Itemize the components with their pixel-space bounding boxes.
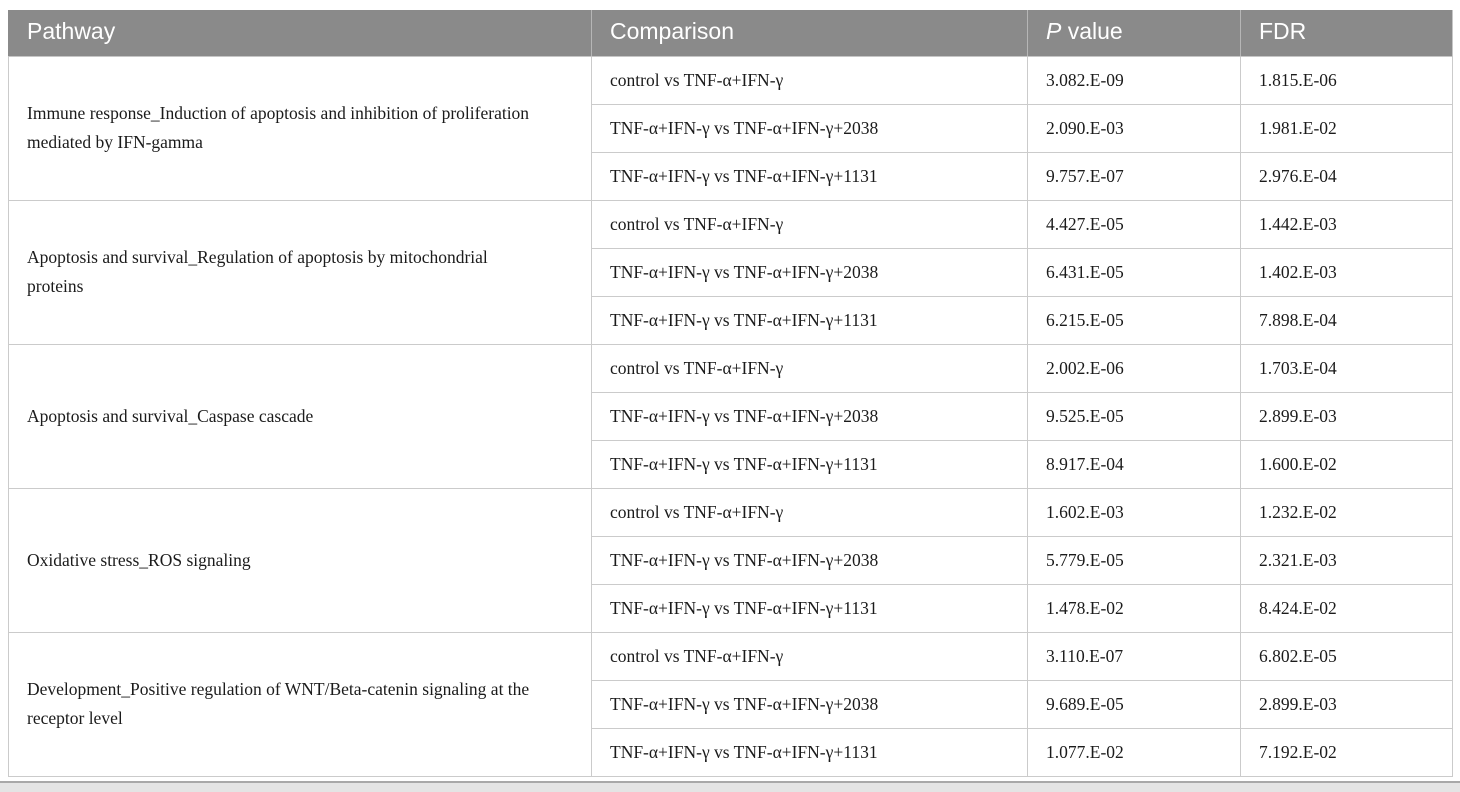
table-row: Oxidative stress_ROS signaling control v…	[8, 487, 1453, 633]
comparison-cell: TNF-α+IFN-γ vs TNF-α+IFN-γ+2038	[591, 679, 1028, 729]
table-row: TNF-α+IFN-γ vs TNF-α+IFN-γ+2038 2.090.E-…	[9, 103, 1453, 153]
p-value-cell: 2.002.E-06	[1027, 343, 1241, 393]
pathway-enrichment-table-wrap: Pathway Comparison P value FDR Immune re…	[8, 10, 1453, 777]
header-p-value-italic: P	[1046, 18, 1062, 45]
comparison-cell: TNF-α+IFN-γ vs TNF-α+IFN-γ+2038	[591, 103, 1028, 153]
fdr-cell: 1.703.E-04	[1240, 343, 1453, 393]
pathway-cell: Immune response_Induction of apoptosis a…	[8, 55, 592, 201]
comparison-cell: TNF-α+IFN-γ vs TNF-α+IFN-γ+2038	[591, 391, 1028, 441]
table-row: TNF-α+IFN-γ vs TNF-α+IFN-γ+2038 9.689.E-…	[9, 679, 1453, 729]
table-body: Immune response_Induction of apoptosis a…	[8, 55, 1453, 777]
fdr-cell: 8.424.E-02	[1240, 583, 1453, 633]
table-row: TNF-α+IFN-γ vs TNF-α+IFN-γ+2038 5.779.E-…	[9, 535, 1453, 585]
comparison-cell: TNF-α+IFN-γ vs TNF-α+IFN-γ+2038	[591, 247, 1028, 297]
p-value-cell: 9.689.E-05	[1027, 679, 1241, 729]
p-value-cell: 6.215.E-05	[1027, 295, 1241, 345]
table-row: Development_Positive regulation of WNT/B…	[8, 631, 1453, 777]
comparison-cell: TNF-α+IFN-γ vs TNF-α+IFN-γ+1131	[591, 439, 1028, 489]
p-value-cell: 9.525.E-05	[1027, 391, 1241, 441]
table-row: TNF-α+IFN-γ vs TNF-α+IFN-γ+2038 9.525.E-…	[9, 391, 1453, 441]
page-bottom-edge	[0, 781, 1460, 792]
comparison-cell: TNF-α+IFN-γ vs TNF-α+IFN-γ+2038	[591, 535, 1028, 585]
fdr-cell: 1.442.E-03	[1240, 199, 1453, 249]
fdr-cell: 2.976.E-04	[1240, 151, 1453, 201]
fdr-cell: 2.321.E-03	[1240, 535, 1453, 585]
comparison-cell: TNF-α+IFN-γ vs TNF-α+IFN-γ+1131	[591, 727, 1028, 777]
header-fdr: FDR	[1240, 10, 1453, 57]
table-row: TNF-α+IFN-γ vs TNF-α+IFN-γ+1131 9.757.E-…	[9, 151, 1453, 201]
fdr-cell: 1.981.E-02	[1240, 103, 1453, 153]
table-row: TNF-α+IFN-γ vs TNF-α+IFN-γ+1131 6.215.E-…	[9, 295, 1453, 345]
pathway-enrichment-table: Pathway Comparison P value FDR Immune re…	[8, 10, 1453, 777]
pathway-cell: Oxidative stress_ROS signaling	[8, 487, 592, 633]
p-value-cell: 9.757.E-07	[1027, 151, 1241, 201]
fdr-cell: 1.600.E-02	[1240, 439, 1453, 489]
comparison-cell: TNF-α+IFN-γ vs TNF-α+IFN-γ+1131	[591, 295, 1028, 345]
fdr-cell: 2.899.E-03	[1240, 391, 1453, 441]
fdr-cell: 1.232.E-02	[1240, 487, 1453, 537]
table-header: Pathway Comparison P value FDR	[8, 10, 1453, 57]
pathway-cell: Apoptosis and survival_Caspase cascade	[8, 343, 592, 489]
pathway-cell: Apoptosis and survival_Regulation of apo…	[8, 199, 592, 345]
table-row: TNF-α+IFN-γ vs TNF-α+IFN-γ+1131 8.917.E-…	[9, 439, 1453, 489]
p-value-cell: 8.917.E-04	[1027, 439, 1241, 489]
p-value-cell: 3.082.E-09	[1027, 55, 1241, 105]
pathway-cell: Development_Positive regulation of WNT/B…	[8, 631, 592, 777]
fdr-cell: 7.192.E-02	[1240, 727, 1453, 777]
fdr-cell: 6.802.E-05	[1240, 631, 1453, 681]
comparison-cell: control vs TNF-α+IFN-γ	[591, 55, 1028, 105]
fdr-cell: 2.899.E-03	[1240, 679, 1453, 729]
p-value-cell: 3.110.E-07	[1027, 631, 1241, 681]
p-value-cell: 1.077.E-02	[1027, 727, 1241, 777]
p-value-cell: 1.478.E-02	[1027, 583, 1241, 633]
p-value-cell: 6.431.E-05	[1027, 247, 1241, 297]
comparison-cell: control vs TNF-α+IFN-γ	[591, 487, 1028, 537]
comparison-cell: TNF-α+IFN-γ vs TNF-α+IFN-γ+1131	[591, 583, 1028, 633]
header-comparison: Comparison	[591, 10, 1028, 57]
table-row: Immune response_Induction of apoptosis a…	[8, 55, 1453, 201]
comparison-cell: control vs TNF-α+IFN-γ	[591, 199, 1028, 249]
comparison-cell: control vs TNF-α+IFN-γ	[591, 343, 1028, 393]
p-value-cell: 5.779.E-05	[1027, 535, 1241, 585]
p-value-cell: 1.602.E-03	[1027, 487, 1241, 537]
p-value-cell: 2.090.E-03	[1027, 103, 1241, 153]
p-value-cell: 4.427.E-05	[1027, 199, 1241, 249]
fdr-cell: 7.898.E-04	[1240, 295, 1453, 345]
header-pathway: Pathway	[8, 10, 592, 57]
table-row: TNF-α+IFN-γ vs TNF-α+IFN-γ+2038 6.431.E-…	[9, 247, 1453, 297]
fdr-cell: 1.402.E-03	[1240, 247, 1453, 297]
comparison-cell: control vs TNF-α+IFN-γ	[591, 631, 1028, 681]
fdr-cell: 1.815.E-06	[1240, 55, 1453, 105]
header-row: Pathway Comparison P value FDR	[8, 10, 1453, 57]
header-p-value-rest: value	[1061, 18, 1123, 45]
header-p-value: P value	[1027, 10, 1241, 57]
table-row: Apoptosis and survival_Regulation of apo…	[8, 199, 1453, 345]
table-row: Apoptosis and survival_Caspase cascade c…	[8, 343, 1453, 489]
table-row: TNF-α+IFN-γ vs TNF-α+IFN-γ+1131 1.478.E-…	[9, 583, 1453, 633]
comparison-cell: TNF-α+IFN-γ vs TNF-α+IFN-γ+1131	[591, 151, 1028, 201]
table-row: TNF-α+IFN-γ vs TNF-α+IFN-γ+1131 1.077.E-…	[9, 727, 1453, 777]
